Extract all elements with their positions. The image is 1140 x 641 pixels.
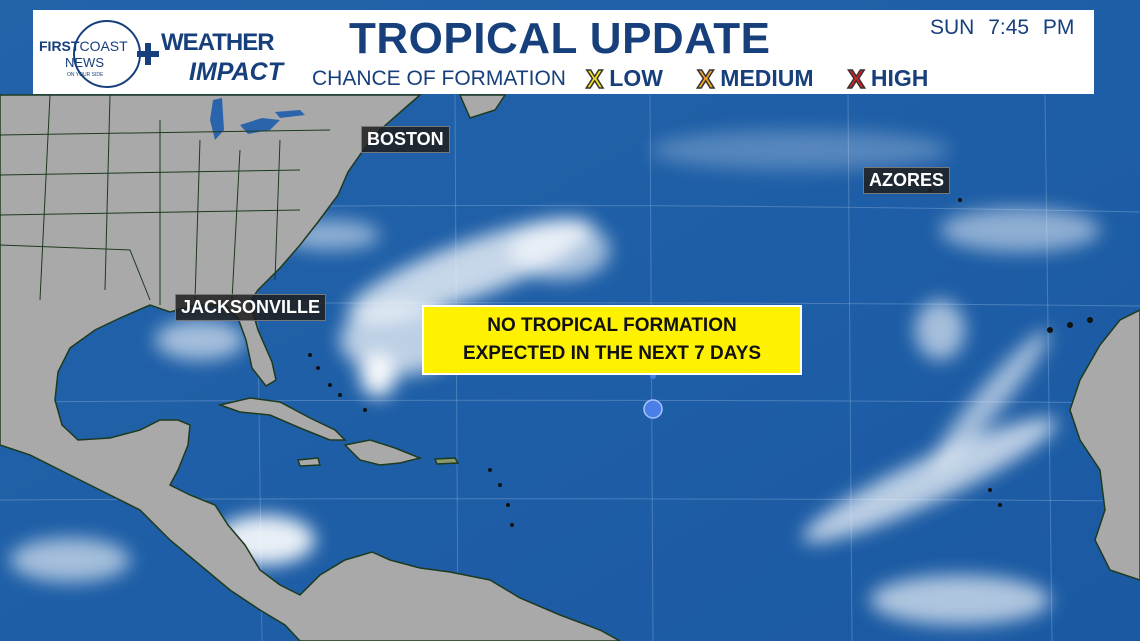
legend-text: HIGH [870, 65, 929, 91]
x-mark-icon: X [585, 63, 604, 94]
header-banner: FIRSTCOAST NEWS ON YOUR SIDE WEATHER IMP… [33, 10, 1094, 94]
state-borders [0, 94, 331, 305]
notice-line-1: NO TROPICAL FORMATION [487, 315, 737, 336]
formation-legend: CHANCE OF FORMATION X LOW X MEDIUM X HIGH [312, 63, 962, 94]
great-lakes [210, 98, 305, 140]
legend-item-high: X HIGH [847, 63, 929, 94]
legend-item-low: X LOW [585, 63, 663, 94]
svg-text:NEWS: NEWS [65, 55, 104, 70]
timestamp: SUN 7:45 PM [930, 16, 1074, 40]
disturbance-marker[interactable] [643, 399, 663, 419]
legend-item-medium: X MEDIUM [696, 63, 814, 94]
city-label-azores: AZORES [863, 167, 951, 194]
page-title: TROPICAL UPDATE [349, 14, 771, 63]
islands [308, 188, 1093, 527]
city-label-boston: BOSTON [361, 126, 450, 153]
legend-label: CHANCE OF FORMATION [312, 66, 566, 90]
cuba [217, 397, 347, 441]
station-logo: FIRSTCOAST NEWS ON YOUR SIDE WEATHER IMP… [39, 20, 286, 88]
svg-text:FIRSTCOAST: FIRSTCOAST [39, 38, 128, 54]
svg-text:ON YOUR SIDE: ON YOUR SIDE [67, 72, 104, 78]
notice-line-2: EXPECTED IN THE NEXT 7 DAYS [462, 343, 762, 364]
africa-land [1069, 309, 1140, 581]
x-mark-icon: X [847, 63, 866, 94]
newfoundland [458, 94, 507, 119]
legend-text: LOW [609, 65, 663, 91]
puerto-rico [433, 457, 460, 465]
hispaniola [343, 439, 423, 466]
day: SUN [930, 16, 975, 39]
svg-text:WEATHER: WEATHER [161, 29, 274, 56]
svg-text:IMPACT: IMPACT [189, 58, 286, 86]
legend-text: MEDIUM [720, 65, 814, 91]
x-mark-icon: X [696, 63, 715, 94]
landmass [0, 94, 1140, 641]
city-label-jacksonville: JACKSONVILLE [175, 294, 327, 321]
forecast-notice: NO TROPICAL FORMATION EXPECTED IN THE NE… [422, 305, 802, 375]
time: 7:45 PM [988, 16, 1075, 39]
jamaica [296, 457, 321, 467]
